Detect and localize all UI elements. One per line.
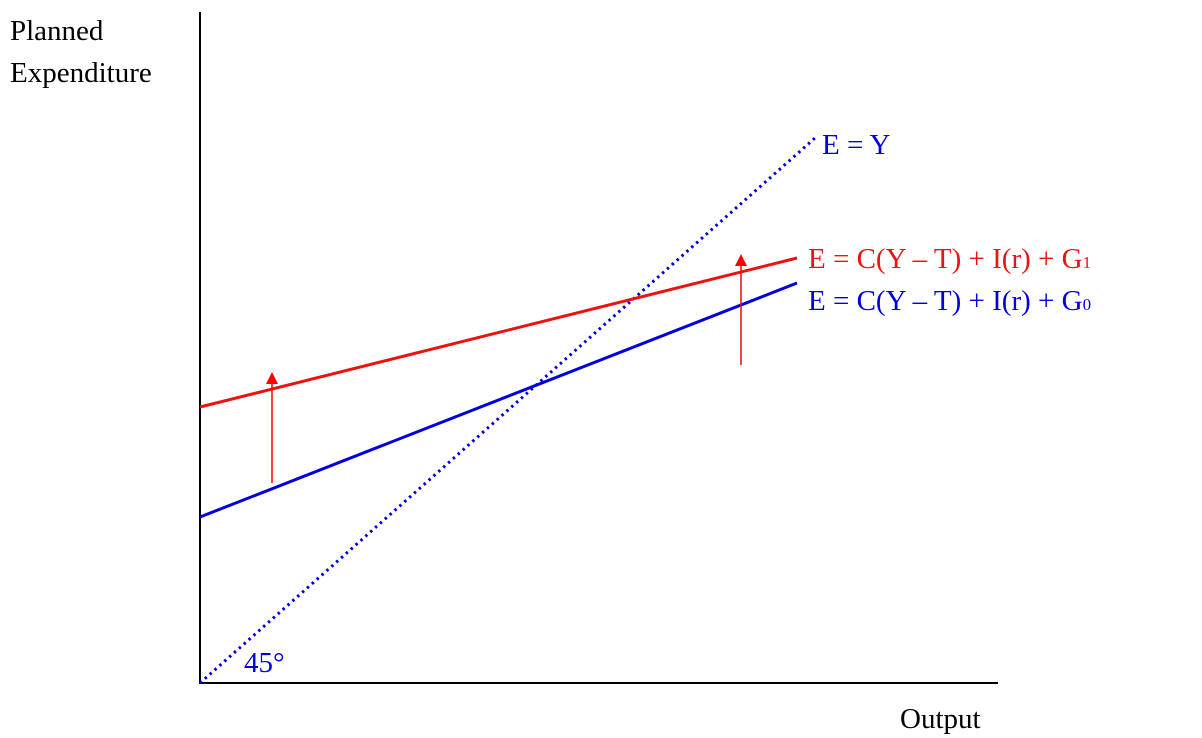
- line-label: E = Y: [822, 129, 890, 161]
- line-label-subscript: 1: [1083, 253, 1092, 272]
- line-label-text: E = C(Y – T) + I(r) + G: [808, 285, 1083, 317]
- y-axis-label: Planned: [10, 15, 104, 47]
- y-axis-label: Expenditure: [10, 57, 152, 89]
- line-label: E = C(Y – T) + I(r) + G1: [808, 243, 1091, 275]
- line-label-text: E = C(Y – T) + I(r) + G: [808, 243, 1083, 275]
- line-label: E = C(Y – T) + I(r) + G0: [808, 285, 1091, 317]
- x-axis-label: Output: [900, 703, 981, 735]
- expenditure-line-g0: [199, 281, 798, 519]
- expenditure-line-g1: [199, 256, 798, 409]
- line-label-subscript: 0: [1083, 295, 1092, 314]
- e-equals-y-line: [199, 136, 816, 685]
- angle-label: 45°: [244, 647, 285, 679]
